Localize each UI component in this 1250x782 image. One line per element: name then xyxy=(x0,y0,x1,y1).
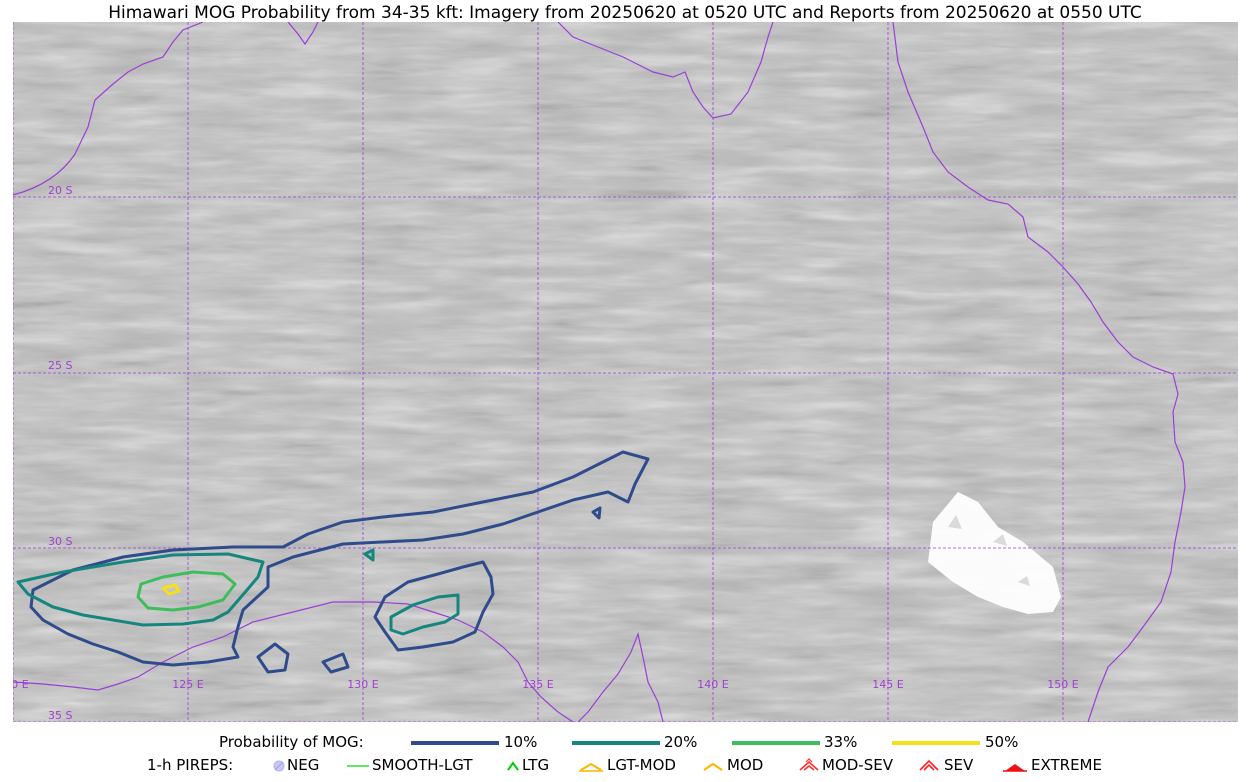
lat-label-20s: 20 S xyxy=(48,184,72,197)
lat-label-30s: 30 S xyxy=(48,535,72,548)
lon-label-140e: 140 E xyxy=(697,678,728,691)
pirep-label-smooth-lgt: SMOOTH-LGT xyxy=(372,756,473,774)
pirep-label-ltg: LTG xyxy=(522,756,550,774)
probability-legend: Probability of MOG: 10% 20% 33% 50% xyxy=(0,733,1250,753)
lat-labels: 20 S 25 S 30 S 35 S xyxy=(48,184,72,722)
swatch-20pct xyxy=(572,741,660,745)
satellite-map: 20 S 25 S 30 S 35 S 120 E 125 E 130 E 13… xyxy=(13,22,1238,722)
lon-label-120e: 120 E xyxy=(13,678,29,691)
lon-label-135e: 135 E xyxy=(522,678,553,691)
double-caret-icon xyxy=(579,762,603,772)
probability-legend-title: Probability of MOG: xyxy=(219,733,364,751)
lat-label-25s: 25 S xyxy=(48,359,72,372)
legend-label-50pct: 50% xyxy=(985,733,1019,751)
gridlines xyxy=(13,22,1238,722)
pirep-label-extreme: EXTREME xyxy=(1031,756,1102,774)
legend-label-10pct: 10% xyxy=(504,733,538,751)
caret-icon xyxy=(507,761,519,771)
contour-33pct xyxy=(136,570,237,612)
neg-circle-icon xyxy=(273,760,285,772)
contour-20pct-s1 xyxy=(363,548,375,562)
map-title: Himawari MOG Probability from 34-35 kft:… xyxy=(108,3,1142,23)
line-icon xyxy=(347,765,369,767)
lon-label-125e: 125 E xyxy=(172,678,203,691)
contour-50pct xyxy=(161,583,181,596)
legend-label-20pct: 20% xyxy=(664,733,698,751)
pireps-legend-title: 1-h PIREPS: xyxy=(147,756,234,774)
legend-label-33pct: 33% xyxy=(824,733,858,751)
swatch-33pct xyxy=(732,741,820,745)
contour-20pct-main xyxy=(16,552,265,627)
mog-contours xyxy=(16,450,650,674)
swatch-10pct xyxy=(411,741,499,745)
pirep-label-neg: NEG xyxy=(287,756,320,774)
pirep-label-lgt-mod: LGT-MOD xyxy=(607,756,676,774)
caret-icon xyxy=(703,762,723,771)
pirep-label-sev: SEV xyxy=(944,756,974,774)
pirep-label-mod: MOD xyxy=(727,756,764,774)
contour-10pct-s2 xyxy=(321,652,350,674)
coastlines xyxy=(13,22,1186,722)
contour-10pct-s1 xyxy=(256,642,290,674)
convective-cluster xyxy=(928,492,1061,614)
double-caret-icon xyxy=(799,758,819,771)
contour-20pct-east xyxy=(389,593,460,636)
lon-label-145e: 145 E xyxy=(872,678,903,691)
cloud-texture xyxy=(13,22,1238,722)
pirep-label-mod-sev: MOD-SEV xyxy=(822,756,893,774)
contour-10pct-main xyxy=(29,450,650,667)
pireps-legend: 1-h PIREPS: NEG SMOOTH-LGT LTG LGT-MOD M… xyxy=(0,756,1250,776)
contour-10pct-s3 xyxy=(591,506,602,520)
lon-labels: 120 E 125 E 130 E 135 E 140 E 145 E 150 … xyxy=(13,678,1079,691)
lon-label-130e: 130 E xyxy=(347,678,378,691)
double-caret-icon xyxy=(919,759,939,771)
contour-10pct-east xyxy=(373,560,495,652)
swatch-50pct xyxy=(892,741,980,745)
lat-label-35s: 35 S xyxy=(48,709,72,722)
lon-label-150e: 150 E xyxy=(1047,678,1078,691)
filled-caret-icon xyxy=(1003,764,1027,772)
